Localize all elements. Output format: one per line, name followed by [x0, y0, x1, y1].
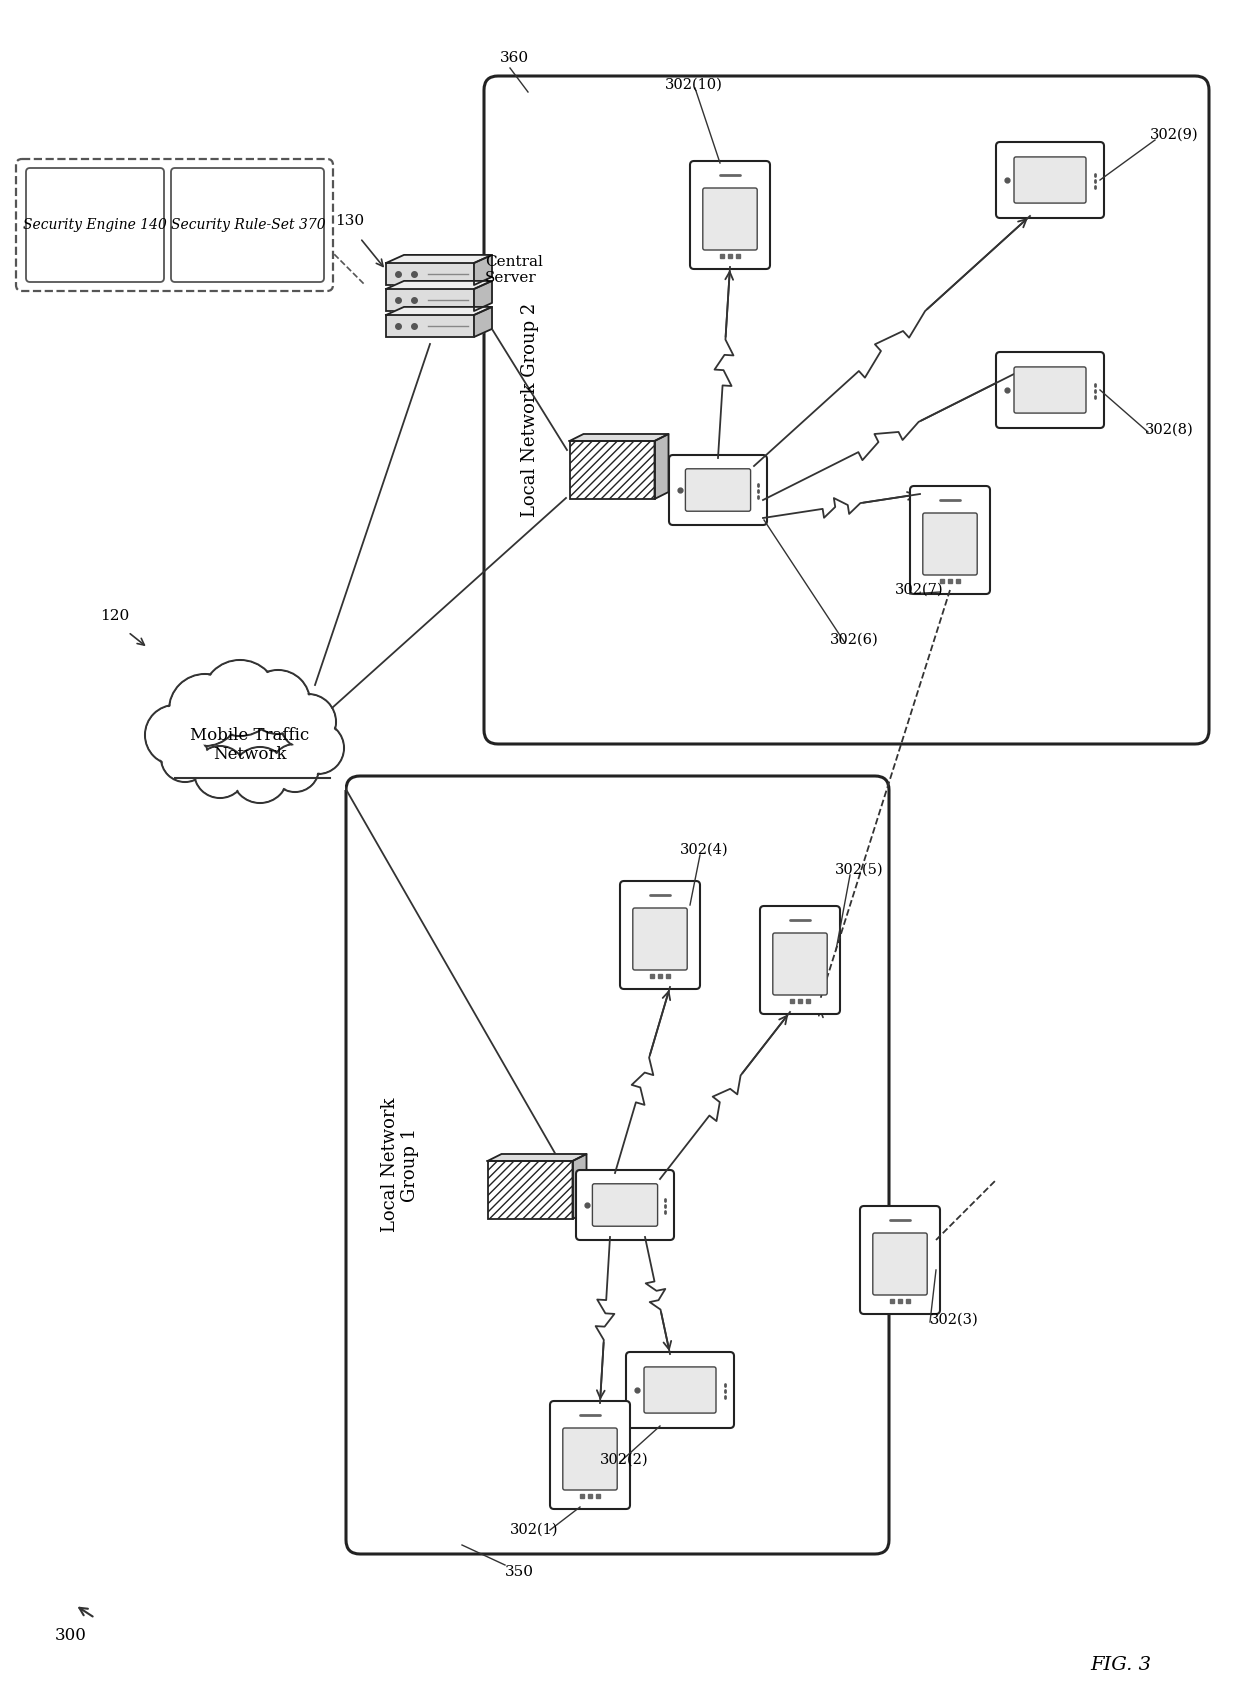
- FancyBboxPatch shape: [484, 77, 1209, 743]
- Circle shape: [162, 737, 207, 779]
- Text: 360: 360: [500, 51, 529, 65]
- Circle shape: [167, 673, 242, 747]
- Circle shape: [160, 733, 210, 783]
- Text: Security Rule-Set 370: Security Rule-Set 370: [171, 218, 325, 232]
- FancyBboxPatch shape: [563, 1429, 618, 1490]
- Text: 120: 120: [100, 609, 129, 622]
- FancyBboxPatch shape: [593, 1183, 657, 1226]
- FancyBboxPatch shape: [861, 1205, 940, 1315]
- FancyBboxPatch shape: [670, 455, 768, 525]
- Circle shape: [231, 747, 289, 805]
- FancyBboxPatch shape: [996, 142, 1104, 218]
- Text: Mobile Traffic
Network: Mobile Traffic Network: [191, 726, 310, 764]
- FancyBboxPatch shape: [1014, 367, 1086, 413]
- FancyBboxPatch shape: [346, 776, 889, 1553]
- FancyBboxPatch shape: [873, 1233, 928, 1296]
- Text: Central
Server: Central Server: [485, 256, 543, 285]
- FancyBboxPatch shape: [386, 263, 474, 285]
- Polygon shape: [569, 442, 655, 500]
- Circle shape: [294, 725, 342, 772]
- FancyBboxPatch shape: [386, 290, 474, 310]
- Text: 302(9): 302(9): [1149, 128, 1199, 142]
- FancyBboxPatch shape: [577, 1170, 675, 1240]
- FancyBboxPatch shape: [644, 1367, 715, 1413]
- Text: 302(5): 302(5): [835, 863, 884, 876]
- FancyBboxPatch shape: [1014, 157, 1086, 203]
- Polygon shape: [474, 307, 492, 338]
- Circle shape: [273, 747, 317, 789]
- Text: 350: 350: [505, 1565, 534, 1579]
- Polygon shape: [487, 1161, 573, 1219]
- Polygon shape: [474, 281, 492, 310]
- Circle shape: [148, 708, 203, 764]
- FancyBboxPatch shape: [910, 486, 990, 593]
- Circle shape: [248, 672, 308, 731]
- FancyBboxPatch shape: [551, 1402, 630, 1509]
- FancyBboxPatch shape: [16, 159, 334, 292]
- Text: 302(10): 302(10): [665, 78, 723, 92]
- Circle shape: [234, 748, 286, 801]
- Text: 302(3): 302(3): [930, 1313, 978, 1326]
- Text: Local Network Group 2: Local Network Group 2: [521, 303, 539, 517]
- Polygon shape: [573, 1154, 587, 1219]
- Circle shape: [281, 696, 334, 748]
- Text: FIG. 3: FIG. 3: [1090, 1656, 1151, 1674]
- FancyBboxPatch shape: [686, 469, 750, 512]
- Polygon shape: [386, 307, 492, 315]
- Circle shape: [196, 748, 244, 796]
- Text: Security Engine 140: Security Engine 140: [24, 218, 167, 232]
- Text: 302(7): 302(7): [895, 583, 944, 597]
- Text: 302(4): 302(4): [680, 842, 729, 858]
- Text: 300: 300: [55, 1627, 87, 1644]
- FancyBboxPatch shape: [703, 188, 758, 251]
- FancyBboxPatch shape: [155, 740, 345, 789]
- Circle shape: [279, 692, 337, 750]
- FancyBboxPatch shape: [760, 905, 839, 1014]
- Circle shape: [246, 668, 311, 735]
- Polygon shape: [474, 256, 492, 285]
- FancyBboxPatch shape: [626, 1352, 734, 1429]
- Polygon shape: [655, 435, 668, 500]
- Polygon shape: [569, 435, 668, 442]
- Circle shape: [193, 745, 247, 800]
- FancyBboxPatch shape: [689, 160, 770, 269]
- FancyBboxPatch shape: [923, 513, 977, 575]
- FancyBboxPatch shape: [386, 315, 474, 338]
- FancyBboxPatch shape: [171, 169, 324, 281]
- Polygon shape: [487, 1154, 587, 1161]
- Text: 302(1): 302(1): [510, 1523, 558, 1536]
- Circle shape: [144, 704, 206, 766]
- Text: 302(8): 302(8): [1145, 423, 1194, 436]
- Circle shape: [171, 675, 239, 743]
- FancyBboxPatch shape: [620, 881, 701, 989]
- FancyBboxPatch shape: [773, 933, 827, 996]
- FancyBboxPatch shape: [996, 351, 1104, 428]
- Text: 302(6): 302(6): [830, 633, 879, 646]
- Text: 302(2): 302(2): [600, 1453, 649, 1466]
- Circle shape: [270, 743, 320, 793]
- Polygon shape: [386, 281, 492, 290]
- Circle shape: [201, 660, 279, 737]
- FancyBboxPatch shape: [26, 169, 164, 281]
- Text: Local Network
Group 1: Local Network Group 1: [381, 1098, 419, 1233]
- Circle shape: [205, 662, 277, 733]
- Circle shape: [291, 721, 345, 776]
- Polygon shape: [386, 256, 492, 263]
- Text: 130: 130: [335, 215, 365, 228]
- FancyBboxPatch shape: [632, 909, 687, 970]
